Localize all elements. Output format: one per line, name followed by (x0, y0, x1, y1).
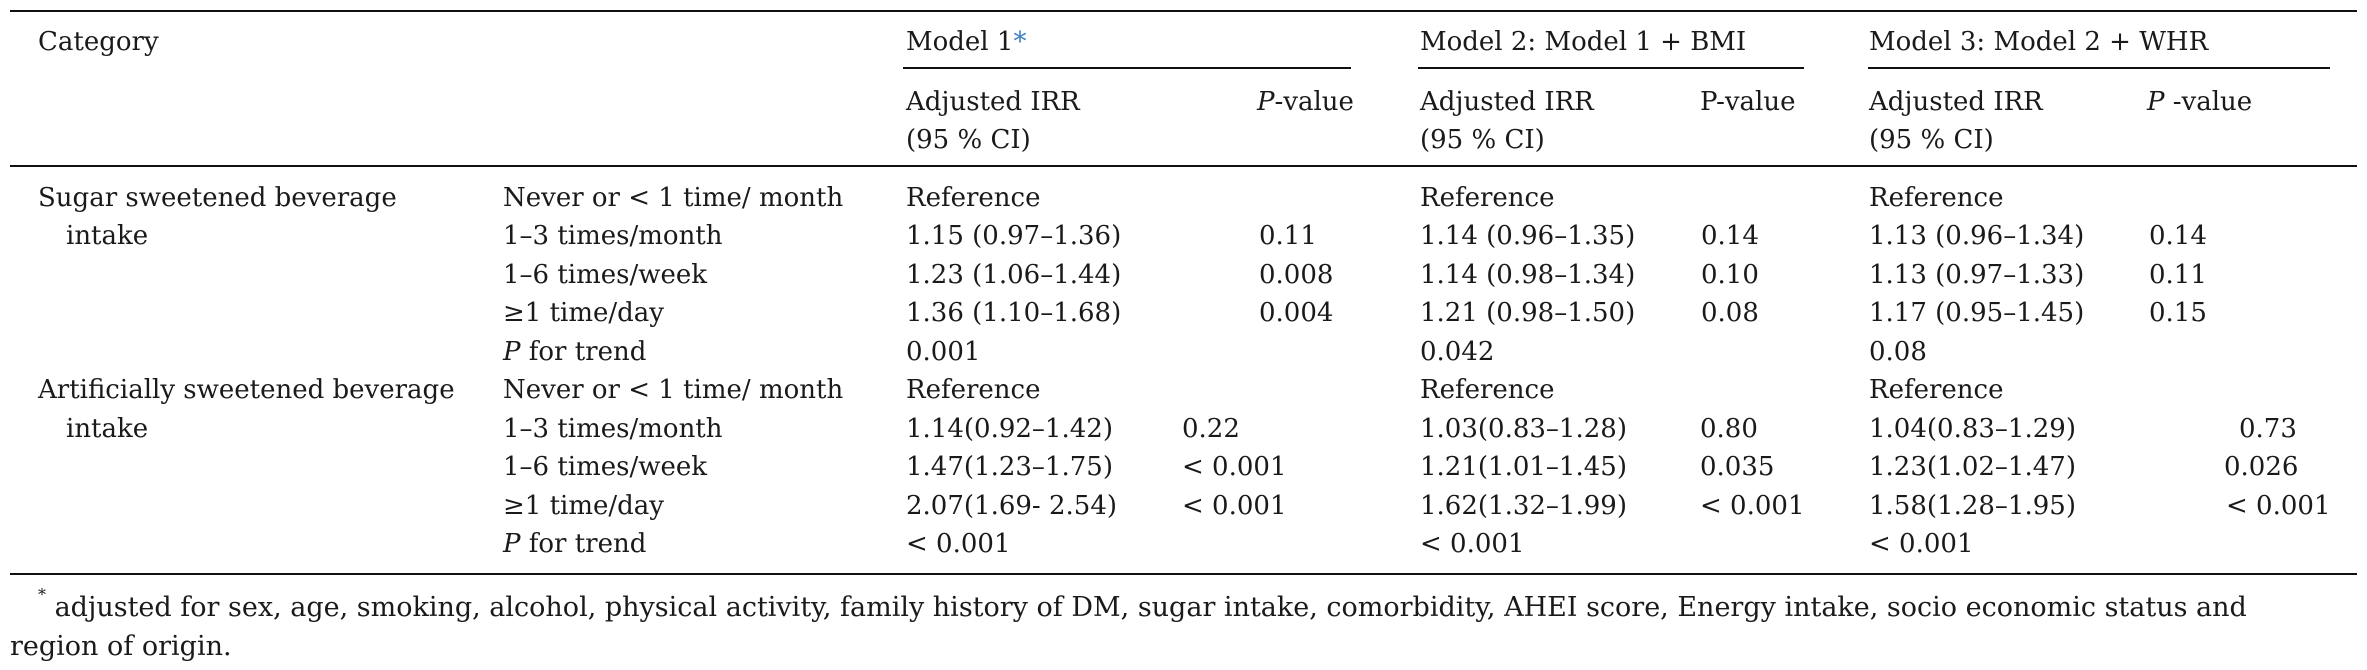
m3-p: 0.14 (2149, 221, 2207, 251)
trend-m2: < 0.001 (1420, 529, 1525, 559)
header-m2-p: P-value (1700, 87, 1796, 117)
m2-irr: Reference (1420, 375, 1555, 405)
m2-p: 0.14 (1701, 221, 1759, 251)
model3-underline (1868, 67, 2330, 69)
row-level: 1–6 times/week (503, 260, 708, 290)
m1-irr: Reference (906, 183, 1041, 213)
header-rule (10, 165, 2357, 167)
m1-irr: 1.36 (1.10–1.68) (906, 298, 1122, 328)
m2-p: 0.035 (1700, 452, 1775, 482)
footnote-line2: region of origin. (10, 631, 232, 662)
m1-p: < 0.001 (1182, 491, 1287, 521)
row-level: 1–3 times/month (503, 221, 723, 251)
m1-irr: 2.07(1.69- 2.54) (906, 491, 1118, 521)
m1-p: 0.008 (1259, 260, 1334, 290)
trend-m1: 0.001 (906, 337, 981, 367)
m2-p: 0.80 (1700, 414, 1758, 444)
model2-underline (1418, 67, 1804, 69)
m1-p: 0.004 (1259, 298, 1334, 328)
header-category: Category (38, 27, 159, 57)
m3-irr: 1.13 (0.96–1.34) (1869, 221, 2085, 251)
m2-irr: 1.03(0.83–1.28) (1420, 414, 1627, 444)
footnote-line1: * adjusted for sex, age, smoking, alcoho… (38, 585, 2247, 628)
footnote-text: adjusted for sex, age, smoking, alcohol,… (46, 592, 2247, 623)
m2-p: 0.08 (1701, 298, 1759, 328)
m2-p: < 0.001 (1700, 491, 1805, 521)
model1-footnote-link[interactable]: * (1013, 27, 1027, 57)
m3-irr: 1.58(1.28–1.95) (1869, 491, 2076, 521)
m1-p: 0.22 (1182, 414, 1240, 444)
m2-irr: 1.62(1.32–1.99) (1420, 491, 1627, 521)
row-level: Never or < 1 time/ month (503, 375, 844, 405)
row-level: 1–3 times/month (503, 414, 723, 444)
header-m2-irr-line1: Adjusted IRR (1420, 87, 1594, 117)
section-title-cont: intake (66, 221, 149, 251)
m1-p: 0.11 (1259, 221, 1317, 251)
m1-irr: 1.47(1.23–1.75) (906, 452, 1113, 482)
trend-m2: 0.042 (1420, 337, 1495, 367)
header-model1: Model 1* (906, 23, 1026, 61)
header-m1-p: P-value (1257, 87, 1354, 117)
trend-m1: < 0.001 (906, 529, 1011, 559)
m3-p: 0.73 (2239, 414, 2297, 444)
m3-irr: Reference (1869, 183, 2004, 213)
top-rule (10, 10, 2357, 12)
header-m2-irr-line2: (95 % CI) (1420, 125, 1545, 155)
row-level: Never or < 1 time/ month (503, 183, 844, 213)
m1-irr: 1.14(0.92–1.42) (906, 414, 1113, 444)
row-level: 1–6 times/week (503, 452, 708, 482)
footnote-marker: * (38, 585, 46, 604)
m3-irr: Reference (1869, 375, 2004, 405)
bottom-rule (10, 573, 2357, 575)
m3-irr: 1.13 (0.97–1.33) (1869, 260, 2085, 290)
header-m1-irr-line1: Adjusted IRR (906, 87, 1080, 117)
m3-p: 0.15 (2149, 298, 2207, 328)
m2-irr: Reference (1420, 183, 1555, 213)
m3-irr: 1.23(1.02–1.47) (1869, 452, 2076, 482)
section-title: Sugar sweetened beverage (38, 183, 397, 213)
model1-underline (903, 67, 1351, 69)
section-title: Artificially sweetened beverage (38, 375, 455, 405)
header-model2: Model 2: Model 1 + BMI (1420, 27, 1747, 57)
header-m3-irr-line2: (95 % CI) (1869, 125, 1994, 155)
m2-irr: 1.14 (0.96–1.35) (1420, 221, 1636, 251)
section-title-cont: intake (66, 414, 149, 444)
m3-irr: 1.04(0.83–1.29) (1869, 414, 2076, 444)
row-level: ≥1 time/day (503, 491, 664, 521)
trend-label: P for trend (503, 529, 647, 559)
header-m1-irr-line2: (95 % CI) (906, 125, 1031, 155)
trend-m3: 0.08 (1869, 337, 1927, 367)
header-model3: Model 3: Model 2 + WHR (1869, 27, 2209, 57)
m3-p: 0.026 (2224, 452, 2299, 482)
row-level: ≥1 time/day (503, 298, 664, 328)
m2-irr: 1.14 (0.98–1.34) (1420, 260, 1636, 290)
m3-p: 0.11 (2149, 260, 2207, 290)
m2-irr: 1.21(1.01–1.45) (1420, 452, 1627, 482)
m2-p: 0.10 (1701, 260, 1759, 290)
m1-p: < 0.001 (1182, 452, 1287, 482)
m1-irr: Reference (906, 375, 1041, 405)
m1-irr: 1.15 (0.97–1.36) (906, 221, 1122, 251)
trend-label: P for trend (503, 337, 647, 367)
m3-irr: 1.17 (0.95–1.45) (1869, 298, 2085, 328)
m3-p: < 0.001 (2226, 491, 2331, 521)
trend-m3: < 0.001 (1869, 529, 1974, 559)
header-m3-p: P -value (2147, 87, 2253, 117)
header-model1-label: Model 1 (906, 27, 1014, 57)
m1-irr: 1.23 (1.06–1.44) (906, 260, 1122, 290)
m2-irr: 1.21 (0.98–1.50) (1420, 298, 1636, 328)
header-m3-irr-line1: Adjusted IRR (1869, 87, 2043, 117)
